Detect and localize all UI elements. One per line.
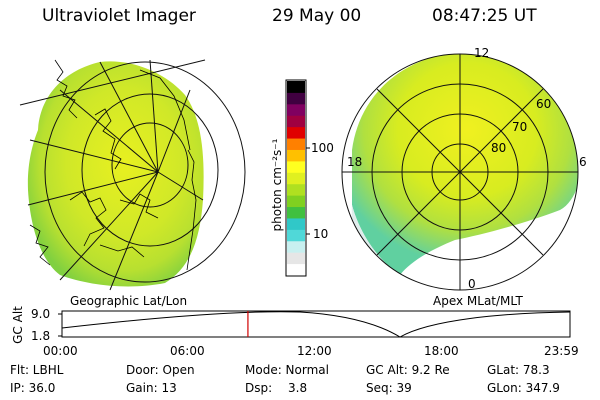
colorbar-cell (287, 240, 305, 253)
ip-info: IP: 36.0 (10, 381, 56, 395)
colorbar-cell (287, 217, 305, 230)
date-label: 29 May 00 (272, 6, 362, 26)
lat-lon-grid (19, 59, 246, 291)
mlt-label-18: 18 (347, 155, 363, 169)
colorbar-cell (287, 103, 305, 116)
colorbar-cell (287, 149, 305, 162)
left-panel-caption: Geographic Lat/Lon (70, 294, 188, 308)
apex-polar-image (341, 53, 579, 291)
timeline-xtick-0600: 06:00 (170, 344, 205, 358)
timeline-ytick-low: 1.8 (31, 329, 51, 343)
colorbar-unit-label: photon cm⁻²s⁻¹ (270, 138, 284, 232)
timeline-xtick-1800: 18:00 (424, 344, 459, 358)
colorbar-cell (287, 92, 305, 105)
mlat-label-80: 80 (491, 141, 507, 155)
colorbar-tick-10: 10 (313, 227, 329, 241)
glon-info: GLon: 347.9 (487, 381, 560, 395)
gc-alt-info: GC Alt: 9.2 Re (366, 363, 450, 377)
colorbar-cell (287, 263, 305, 276)
dsp-value: 3.8 (288, 381, 308, 395)
door-info: Door: Open (126, 363, 195, 377)
gc-altitude-curve (61, 311, 571, 338)
mlat-mlt-grid (341, 53, 579, 291)
coastlines (29, 59, 197, 271)
timeline-xtick-2359: 23:59 (544, 344, 579, 358)
timeline-axis-title: GC Alt (11, 306, 25, 344)
mlt-label-0: 0 (468, 277, 476, 291)
colorbar-cell (287, 172, 305, 185)
seq-info: Seq: 39 (366, 381, 412, 395)
filter-info: Flt: LBHL (10, 363, 64, 377)
gain-info: Gain: 13 (126, 381, 177, 395)
dsp-label: Dsp: (245, 381, 273, 395)
timeline-xtick-0000: 00:00 (43, 344, 78, 358)
colorbar-cell (287, 183, 305, 196)
mlt-label-6: 6 (579, 155, 587, 169)
geographic-image (19, 59, 246, 291)
colorbar-cell (287, 81, 305, 93)
mlat-label-70: 70 (512, 120, 528, 134)
timeline-ytick-high: 9.0 (31, 307, 51, 321)
colorbar (285, 79, 310, 277)
mode-info: Mode: Normal (245, 363, 329, 377)
right-panel-caption: Apex MLat/MLT (433, 294, 523, 308)
mlt-label-12: 12 (474, 46, 490, 60)
colorbar-cell (287, 195, 305, 208)
colorbar-cell (287, 115, 305, 128)
timeline-xtick-1200: 12:00 (297, 344, 332, 358)
glat-info: GLat: 78.3 (487, 363, 550, 377)
colorbar-cell (287, 206, 305, 219)
mlat-label-60: 60 (536, 97, 552, 111)
colorbar-cell (287, 126, 305, 139)
colorbar-cell (287, 229, 305, 242)
time-label: 08:47:25 UT (432, 6, 537, 26)
colorbar-cell (287, 160, 305, 173)
instrument-title: Ultraviolet Imager (42, 6, 196, 26)
colorbar-tick-100: 100 (311, 141, 334, 155)
orbit-timeline (58, 310, 571, 338)
colorbar-cell (287, 252, 305, 265)
colorbar-cell (287, 138, 305, 150)
